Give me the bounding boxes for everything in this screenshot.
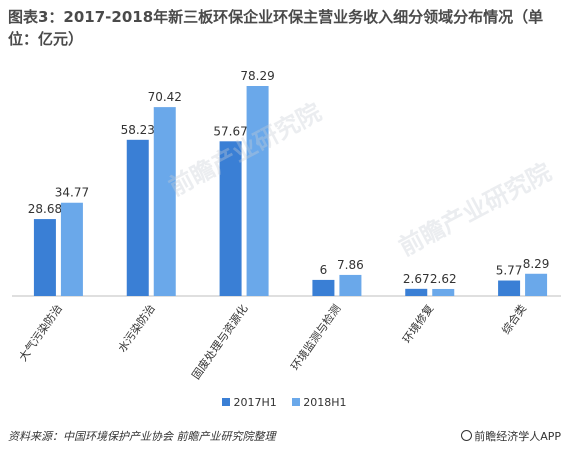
x-tick-label: 环境监测与检测: [288, 302, 344, 373]
bar-2018h1-2: [246, 86, 269, 296]
value-label: 8.29: [523, 257, 550, 271]
circle-logo-icon: [461, 430, 473, 441]
value-label: 34.77: [55, 186, 89, 200]
bar-2018h1-3: [339, 274, 362, 296]
x-tick-label: 水污染防治: [115, 302, 158, 355]
bar-2017h1-1: [126, 139, 149, 296]
x-tick-label: 综合类: [499, 302, 529, 337]
value-label: 2.67: [403, 272, 430, 286]
legend-item-2017h1: 2017H1: [222, 396, 277, 409]
source-note: 资料来源：中国环境保护产业协会 前瞻产业研究院整理: [8, 430, 276, 443]
bar-2017h1-4: [405, 288, 428, 296]
value-label: 70.42: [148, 90, 182, 104]
x-tick-label: 固废处理与资源化: [189, 302, 251, 382]
bar-2018h1-0: [60, 202, 83, 296]
value-label: 6: [320, 263, 328, 277]
x-tick-label: 环境修复: [400, 302, 437, 346]
bar-2017h1-0: [33, 219, 56, 296]
bar-2018h1-1: [153, 107, 176, 296]
chart-legend: 2017H1 2018H1: [0, 396, 569, 409]
bar-2017h1-3: [312, 279, 335, 296]
footer: 资料来源：中国环境保护产业协会 前瞻产业研究院整理 前瞻经济学人APP: [0, 428, 569, 448]
value-label: 28.68: [28, 202, 62, 216]
brand: 前瞻经济学人APP: [461, 428, 561, 444]
value-label: 5.77: [496, 264, 523, 278]
bar-2018h1-5: [525, 273, 548, 296]
brand-label: 前瞻经济学人APP: [474, 430, 561, 443]
bar-2018h1-4: [432, 288, 455, 296]
bar-2017h1-2: [219, 141, 242, 296]
value-label: 2.62: [430, 272, 457, 286]
x-tick-label: 大气污染防治: [16, 302, 65, 364]
value-label: 58.23: [121, 123, 155, 137]
legend-item-2018h1: 2018H1: [292, 396, 347, 409]
legend-label-2018h1: 2018H1: [303, 396, 347, 409]
chart-title: 图表3：2017-2018年新三板环保企业环保主营业务收入细分领域分布情况（单位…: [8, 8, 544, 48]
legend-swatch-2018h1: [292, 398, 301, 406]
legend-label-2017h1: 2017H1: [233, 396, 277, 409]
value-label: 7.86: [337, 258, 364, 272]
bar-2017h1-5: [498, 280, 521, 296]
value-label: 57.67: [213, 124, 247, 138]
legend-swatch-2017h1: [222, 398, 231, 406]
value-label: 78.29: [240, 69, 274, 83]
